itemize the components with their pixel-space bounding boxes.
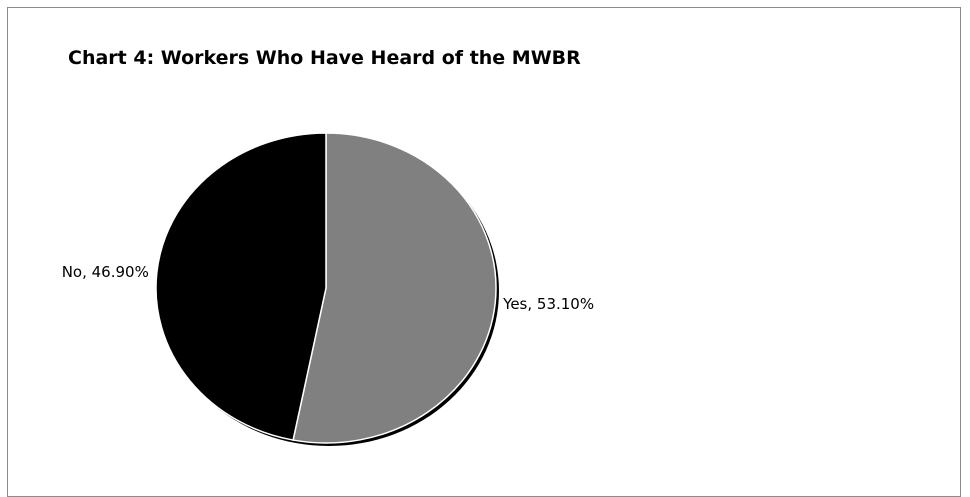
slice-label-no: No, 46.90% [62, 263, 149, 281]
slice-label-yes: Yes, 53.10% [502, 295, 594, 313]
pie-slices [156, 133, 496, 443]
pie-slice-no [156, 133, 326, 440]
